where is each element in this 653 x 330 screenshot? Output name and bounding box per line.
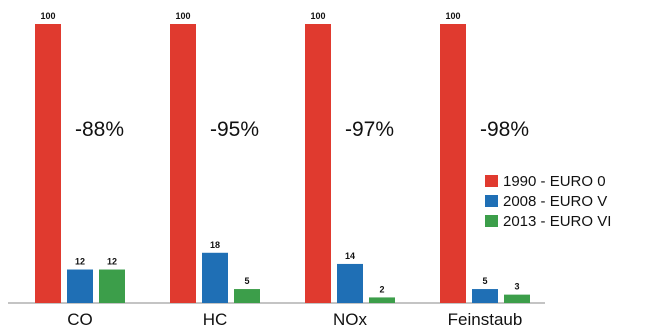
bar-value-label: 12 [107, 257, 117, 267]
bar [202, 252, 228, 303]
bar-value-label: 5 [482, 276, 487, 286]
legend-swatch [485, 215, 498, 227]
reduction-annotation: -88% [75, 118, 124, 141]
bar [35, 24, 61, 303]
bar [337, 263, 363, 303]
bar [67, 269, 93, 303]
bar [440, 24, 466, 303]
bar-value-label: 2 [379, 284, 384, 294]
legend: 1990 - EURO 0 2008 - EURO V 2013 - EURO VI [485, 173, 611, 230]
bar [369, 297, 395, 303]
bar [99, 269, 125, 303]
bar-value-label: 18 [210, 240, 220, 250]
bar-value-label: 12 [75, 257, 85, 267]
value-labels-group: 100 12 12 100 18 5 100 14 2 100 5 3 [40, 11, 519, 294]
bar-value-label: 100 [445, 11, 460, 21]
reduction-annotation: -95% [210, 118, 259, 141]
category-label: Feinstaub [448, 310, 523, 329]
bar-value-label: 3 [514, 282, 519, 292]
category-label: NOx [333, 310, 368, 329]
bar [234, 289, 260, 303]
legend-label: 1990 - EURO 0 [503, 173, 606, 190]
bar [504, 294, 530, 303]
bar [170, 24, 196, 303]
category-label: CO [67, 310, 93, 329]
legend-swatch [485, 175, 498, 187]
bar-value-label: 5 [244, 276, 249, 286]
bar [305, 24, 331, 303]
legend-label: 2008 - EURO V [503, 193, 607, 210]
reduction-annotation: -97% [345, 118, 394, 141]
category-label: HC [203, 310, 228, 329]
bar-value-label: 100 [40, 11, 55, 21]
annotations-group: -88% -95% -97% -98% [75, 118, 529, 141]
bar [472, 289, 498, 303]
bar-value-label: 100 [175, 11, 190, 21]
reduction-annotation: -98% [480, 118, 529, 141]
legend-label: 2013 - EURO VI [503, 213, 611, 230]
category-labels-group: CO HC NOx Feinstaub [67, 310, 522, 329]
legend-swatch [485, 195, 498, 207]
bar-value-label: 100 [310, 11, 325, 21]
bar-value-label: 14 [345, 251, 355, 261]
bars-group [35, 24, 530, 303]
